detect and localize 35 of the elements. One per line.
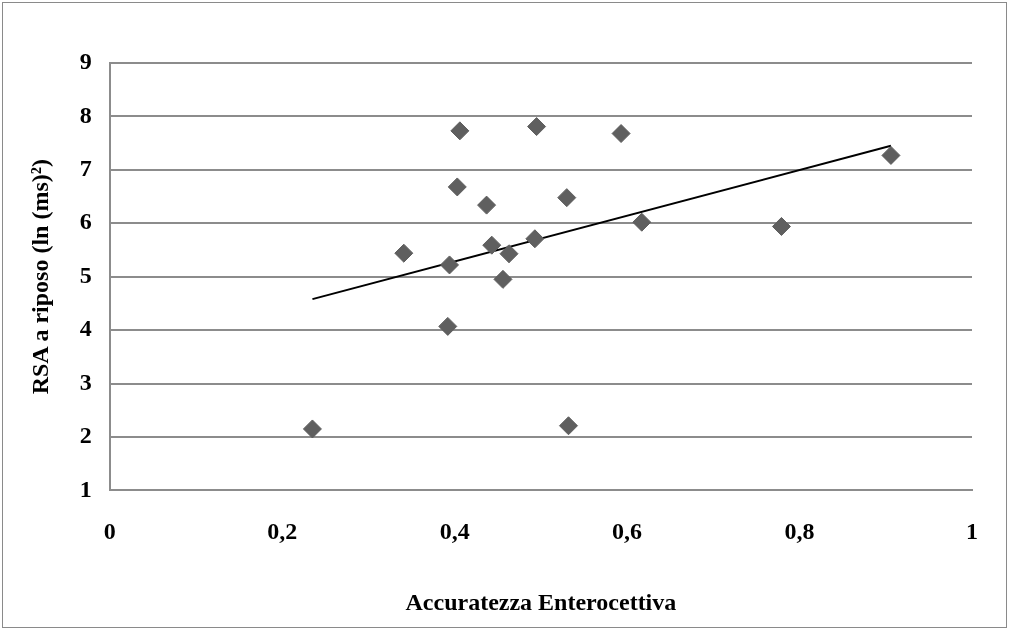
point <box>527 117 547 137</box>
point <box>525 229 545 249</box>
point <box>611 124 631 144</box>
x-tick-label: 0 <box>103 518 116 544</box>
y-tick-label: 6 <box>79 208 92 235</box>
x-tick-label: 0,2 <box>267 518 298 544</box>
point <box>482 235 502 255</box>
x-tick-label: 1 <box>966 518 978 544</box>
y-axis-title: RSA a riposo (ln (ms)²) <box>26 159 53 395</box>
y-tick-label: 7 <box>79 155 92 182</box>
point <box>558 416 578 436</box>
point <box>493 269 513 289</box>
x-axis-title: Accuratezza Enterocettiva <box>405 588 677 615</box>
point <box>394 243 414 263</box>
point <box>499 244 519 264</box>
y-tick-label: 3 <box>79 368 92 395</box>
point <box>477 195 497 215</box>
y-tick-label: 8 <box>79 101 92 128</box>
point <box>632 212 652 232</box>
y-tick-label: 2 <box>79 422 92 449</box>
point <box>450 121 470 141</box>
y-tick-label: 9 <box>79 48 92 75</box>
point <box>557 188 577 208</box>
x-tick-label: 0,8 <box>784 518 815 544</box>
point <box>302 419 322 439</box>
x-tick-label: 0,4 <box>439 518 470 544</box>
point <box>438 316 458 336</box>
point <box>881 145 901 165</box>
point <box>440 255 460 275</box>
y-tick-label: 5 <box>79 261 92 288</box>
y-tick-label: 1 <box>79 475 92 502</box>
point <box>771 216 791 236</box>
point <box>447 177 467 197</box>
x-tick-label: 0,6 <box>612 518 643 544</box>
y-tick-label: 4 <box>79 315 92 342</box>
